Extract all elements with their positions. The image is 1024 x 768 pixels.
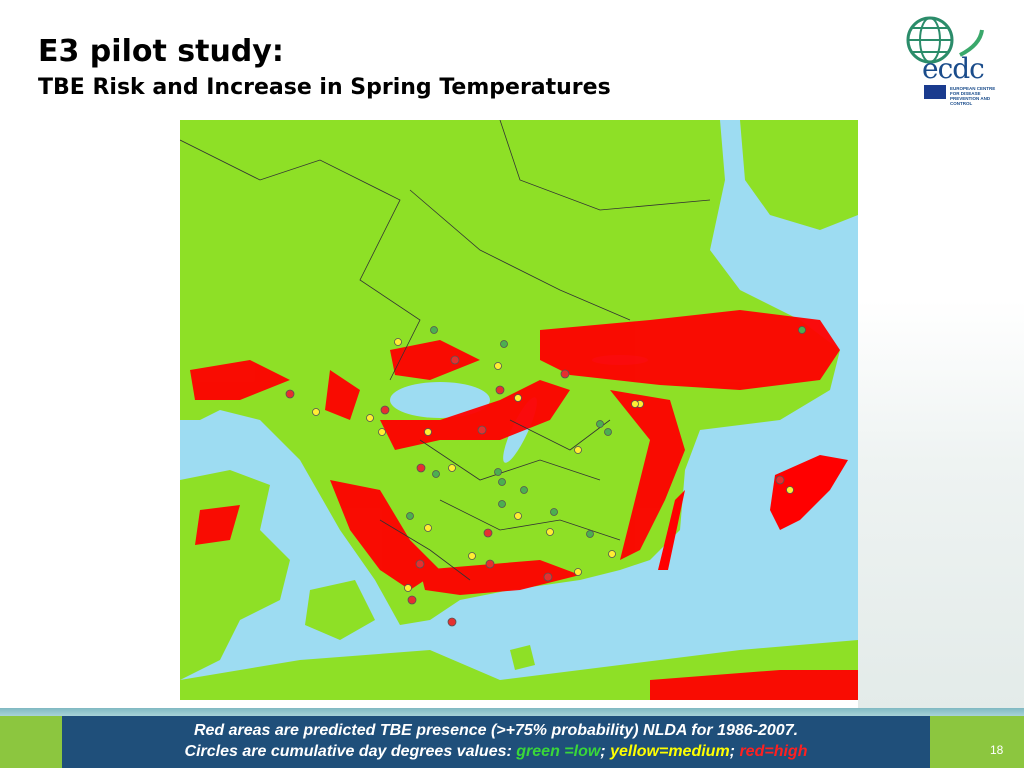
circle-low <box>498 500 506 508</box>
measurement-circles <box>285 326 806 627</box>
finland-land <box>740 120 858 230</box>
zealand-island <box>305 580 375 640</box>
circle-medium <box>366 414 374 422</box>
bottom-accent-bar <box>0 708 1024 716</box>
circle-low <box>596 420 604 428</box>
tbe-risk-map <box>180 120 858 700</box>
circle-high <box>447 617 457 627</box>
tbe-risk-areas <box>190 310 858 700</box>
circle-high <box>477 425 487 435</box>
circle-high <box>380 405 390 415</box>
bottom-left-accent <box>0 716 62 768</box>
bornholm-island <box>510 645 535 670</box>
circle-medium <box>574 446 582 454</box>
legend-green-low: green =low <box>516 743 601 760</box>
circle-high <box>415 559 425 569</box>
circle-high <box>416 463 426 473</box>
slide-title: E3 pilot study: <box>38 34 284 69</box>
circle-high <box>285 389 295 399</box>
slide-subtitle: TBE Risk and Increase in Spring Temperat… <box>38 75 611 100</box>
circle-high <box>407 595 417 605</box>
circle-medium <box>448 464 456 472</box>
circle-low <box>604 428 612 436</box>
oland-island <box>658 490 685 570</box>
gotland-island <box>770 455 848 530</box>
circle-medium <box>608 550 616 558</box>
circle-medium <box>394 338 402 346</box>
circle-high <box>483 528 493 538</box>
page-number: 18 <box>990 743 1004 757</box>
circle-high <box>543 572 553 582</box>
caption-line-1: Red areas are predicted TBE presence (>+… <box>193 722 799 739</box>
circle-medium <box>786 486 794 494</box>
circle-medium <box>574 568 582 576</box>
lake-vanern <box>390 382 490 418</box>
circle-high <box>450 355 460 365</box>
circle-high <box>495 385 505 395</box>
legend-separator: ; <box>600 743 611 760</box>
circle-medium <box>546 528 554 536</box>
legend-red-high: red=high <box>739 743 808 760</box>
circle-high <box>560 369 570 379</box>
circle-low <box>494 468 502 476</box>
circle-medium <box>514 394 522 402</box>
circle-low <box>520 486 528 494</box>
circle-high <box>775 475 785 485</box>
admin-borders <box>180 120 711 581</box>
circle-low <box>500 340 508 348</box>
circle-medium <box>494 362 502 370</box>
ecdc-logo-text: ecdc <box>922 52 985 85</box>
circle-medium <box>631 400 639 408</box>
circle-medium <box>514 512 522 520</box>
circle-low <box>798 326 806 334</box>
circle-low <box>586 530 594 538</box>
circle-medium <box>312 408 320 416</box>
bottom-right-accent <box>930 716 1024 768</box>
circle-low <box>406 512 414 520</box>
circle-low <box>498 478 506 486</box>
ecdc-globe-icon <box>906 16 984 64</box>
circle-high <box>485 559 495 569</box>
caption-line-2: Circles are cumulative day degrees value… <box>62 741 930 762</box>
legend-yellow-medium: yellow=medium <box>610 743 730 760</box>
caption-box: Red areas are predicted TBE presence (>+… <box>62 716 930 768</box>
eu-flag-icon <box>924 85 946 99</box>
circle-medium <box>424 428 432 436</box>
circle-medium <box>378 428 386 436</box>
background-world-map <box>858 300 1024 710</box>
circle-low <box>430 326 438 334</box>
caption-line-2-prefix: Circles are cumulative day degrees value… <box>184 743 517 760</box>
circle-medium <box>468 552 476 560</box>
circle-medium <box>404 584 412 592</box>
circle-medium <box>424 524 432 532</box>
circle-low <box>550 508 558 516</box>
legend-separator: ; <box>729 743 740 760</box>
circle-low <box>432 470 440 478</box>
ecdc-logo-subtitle: EUROPEAN CENTRE FOR DISEASE PREVENTION A… <box>950 86 996 106</box>
